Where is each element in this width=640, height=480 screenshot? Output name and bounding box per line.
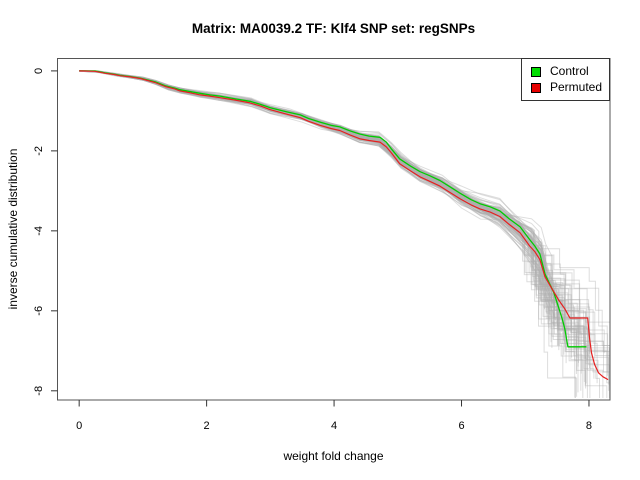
permutation-line <box>79 70 596 360</box>
permuted-curve <box>79 70 609 381</box>
permutation-line <box>79 70 588 398</box>
permutation-line <box>79 70 573 358</box>
permutation-line <box>79 70 610 365</box>
permutation-line <box>79 70 545 310</box>
permutation-line <box>79 70 572 330</box>
permutation-line <box>79 70 562 333</box>
x-tick-label: 8 <box>586 420 592 432</box>
permutation-line <box>79 70 567 349</box>
axes-layer: 0 2 4 6 8 0 -2 -4 -6 -8 <box>33 68 592 432</box>
permutation-line <box>79 70 589 349</box>
control-curve <box>79 70 587 348</box>
permutation-line <box>79 70 581 311</box>
chart-title: Matrix: MA0039.2 TF: Klf4 SNP set: regSN… <box>191 21 476 36</box>
y-tick-label: -4 <box>33 226 45 236</box>
permutation-line <box>79 70 610 373</box>
permutation-line <box>79 70 588 334</box>
y-tick-label: -8 <box>33 386 45 396</box>
permutation-line <box>79 70 550 322</box>
legend-entry-control: Control <box>531 65 609 78</box>
permutation-line <box>79 70 550 329</box>
x-axis-label: weight fold change <box>283 449 384 463</box>
y-tick-label: -2 <box>33 146 45 156</box>
x-tick-label: 4 <box>331 420 337 432</box>
legend-label-control: Control <box>550 64 589 78</box>
x-tick-label: 2 <box>204 420 210 432</box>
permuted-color-swatch <box>531 82 541 93</box>
permutation-line <box>79 70 587 359</box>
permutation-line <box>79 70 610 383</box>
permutation-line <box>79 70 588 361</box>
legend-label-permuted: Permuted <box>550 80 603 94</box>
permutation-line <box>79 70 610 346</box>
permutation-line <box>79 70 564 345</box>
permutation-line <box>79 70 605 354</box>
legend-entry-permuted: Permuted <box>531 81 609 94</box>
permutation-line <box>79 70 584 398</box>
permutation-line <box>79 70 567 364</box>
control-color-swatch <box>531 66 541 77</box>
permutation-line <box>79 70 610 384</box>
permutation-line <box>79 70 608 398</box>
legend: Control Permuted <box>521 58 610 101</box>
curves-layer <box>79 70 610 398</box>
permutation-line <box>79 70 610 352</box>
permutation-line <box>79 70 561 326</box>
permutation-line <box>79 70 576 398</box>
permutation-line <box>79 70 610 323</box>
permutation-line <box>79 70 610 373</box>
permutation-line <box>79 70 576 398</box>
x-tick-label: 0 <box>76 420 82 432</box>
y-tick-label: 0 <box>33 68 45 74</box>
permutation-line <box>79 70 610 351</box>
permutation-line <box>79 70 559 327</box>
permutation-line <box>79 70 578 397</box>
permutation-line <box>79 70 599 371</box>
permutation-line <box>79 70 609 376</box>
permutation-line <box>79 70 579 393</box>
permutation-line <box>79 70 590 336</box>
x-tick-label: 6 <box>458 420 464 432</box>
permutation-line <box>79 70 587 329</box>
permutation-line <box>79 70 577 374</box>
y-tick-label: -6 <box>33 306 45 316</box>
y-axis-label: inverse cumulative distribution <box>6 148 20 310</box>
